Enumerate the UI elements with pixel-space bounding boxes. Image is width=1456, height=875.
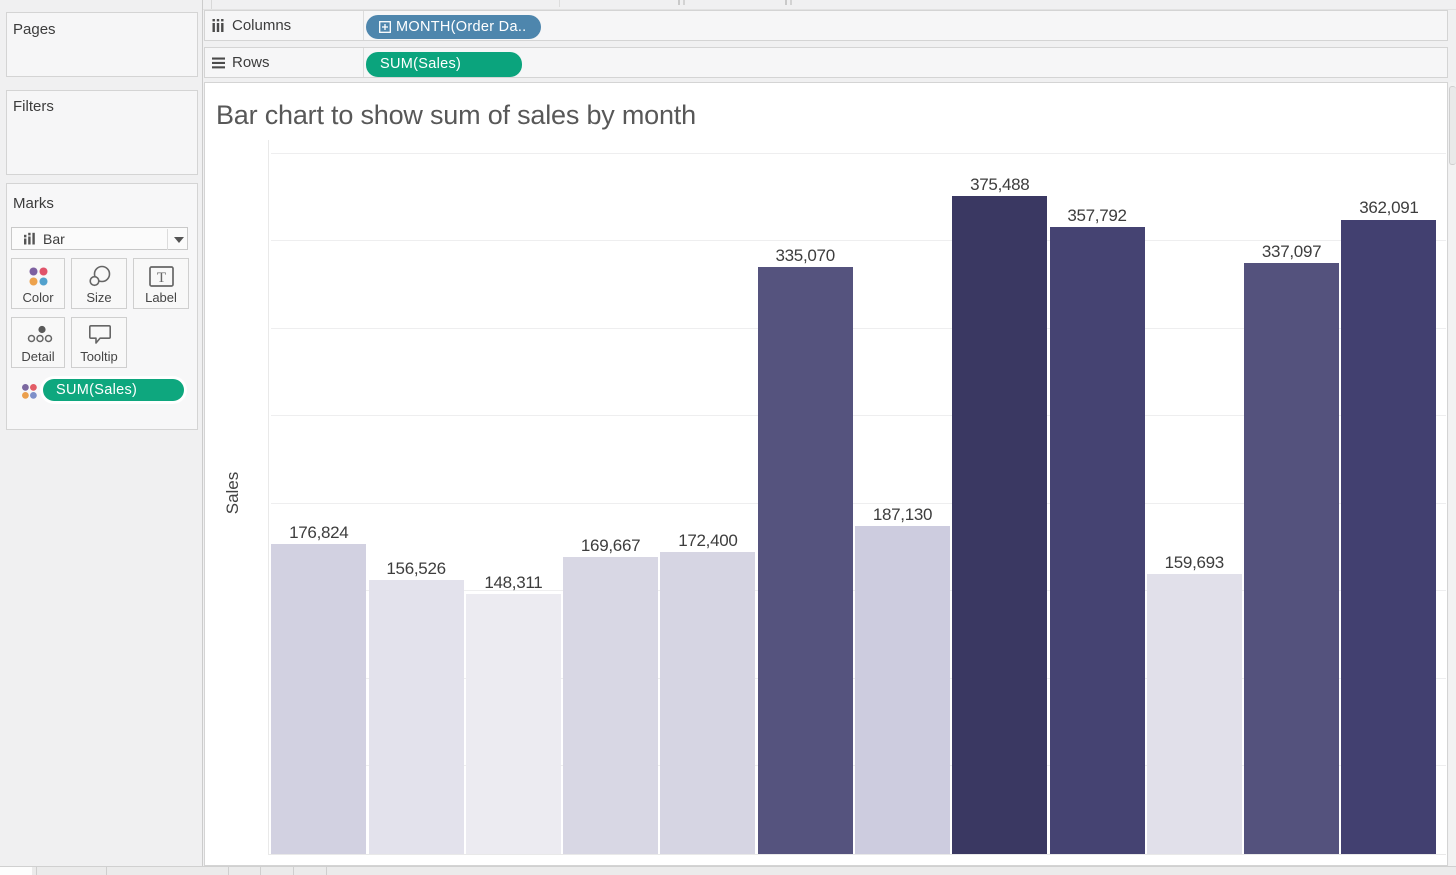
svg-text:T: T: [157, 270, 166, 286]
